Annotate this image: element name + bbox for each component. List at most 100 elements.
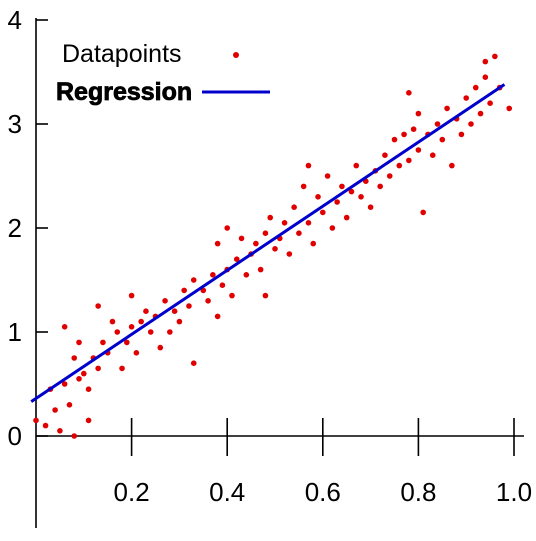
data-point (406, 157, 412, 164)
data-point (305, 220, 312, 226)
data-point (128, 324, 135, 330)
data-point (415, 110, 422, 117)
data-point (210, 272, 216, 278)
data-point (57, 428, 63, 434)
data-point (100, 339, 106, 346)
data-point (95, 365, 101, 372)
data-point (401, 131, 407, 138)
data-point (85, 386, 92, 393)
legend-datapoints-marker (233, 52, 239, 58)
data-point (348, 188, 355, 195)
data-point (463, 95, 470, 101)
data-point (315, 194, 321, 200)
data-point (190, 360, 197, 367)
legend-datapoints-label: Datapoints (62, 40, 182, 68)
regression (30, 83, 506, 403)
data-point (233, 256, 240, 263)
x-tick-label: 0.4 (209, 477, 245, 507)
data-point (52, 407, 58, 413)
data-point (449, 162, 455, 169)
data-point (358, 194, 364, 200)
data-point (95, 303, 101, 309)
data-point (171, 308, 178, 315)
y-tick-label: 4 (8, 5, 22, 35)
data-point (300, 183, 307, 190)
data-point (482, 58, 489, 65)
data-point (71, 355, 78, 361)
x-tick-label: 0.2 (114, 477, 150, 507)
data-point (61, 381, 68, 387)
data-point (33, 417, 39, 424)
data-point (272, 246, 278, 252)
data-point (320, 209, 326, 216)
data-point (281, 220, 288, 226)
data-point (439, 136, 446, 143)
x-tick-label: 0.6 (305, 477, 341, 507)
data-point (61, 324, 68, 330)
legend: Datapoints Regression (56, 40, 270, 106)
data-point (492, 53, 498, 60)
data-point (81, 370, 87, 377)
data-point (214, 313, 221, 320)
data-point (205, 298, 211, 304)
legend-regression-label: Regression (56, 78, 192, 106)
data-point (85, 417, 92, 424)
data-point (386, 173, 393, 179)
data-point (181, 287, 187, 294)
data-point (186, 303, 192, 309)
data-point (391, 136, 398, 143)
data-point (238, 235, 245, 242)
data-point (109, 318, 116, 325)
data-point (190, 277, 197, 283)
data-point (143, 308, 149, 315)
data-point (124, 339, 130, 346)
data-point (157, 344, 164, 351)
data-point (291, 204, 297, 210)
y-tick-label: 3 (8, 109, 22, 139)
data-point (147, 329, 154, 335)
data-point (224, 225, 230, 231)
data-point (420, 209, 426, 216)
x-tick-label: 1.0 (496, 477, 532, 507)
data-point (396, 162, 403, 169)
data-point (482, 74, 489, 80)
data-point (468, 121, 474, 127)
data-point (444, 105, 450, 112)
data-point (119, 365, 125, 372)
data-point (324, 173, 331, 179)
data-point (286, 251, 293, 257)
data-point (167, 329, 173, 335)
data-point (76, 376, 82, 382)
data-point (329, 225, 336, 231)
data-point (382, 152, 388, 158)
data-point (214, 240, 221, 247)
data-point (114, 329, 121, 335)
data-point (66, 402, 73, 408)
data-point (339, 183, 345, 190)
data-point (343, 214, 350, 221)
data-point (262, 292, 269, 299)
data-point (71, 433, 78, 439)
data-point (410, 126, 417, 132)
data-point (406, 90, 412, 96)
data-point (267, 214, 274, 221)
axes (35, 18, 524, 528)
y-tick-label: 0 (8, 421, 22, 451)
data-point (262, 230, 269, 236)
data-point (415, 147, 422, 153)
data-point (138, 318, 144, 325)
data-point (429, 152, 436, 158)
data-point (458, 131, 465, 138)
datapoints (33, 53, 513, 439)
data-point (133, 350, 140, 356)
axis-ticks: 0.2 0.4 0.6 0.8 1.0 0 1 2 3 4 (8, 5, 533, 507)
data-point (310, 240, 317, 247)
data-point (42, 422, 49, 429)
data-point (334, 199, 340, 205)
data-point (434, 121, 441, 127)
data-point (253, 240, 259, 247)
data-point (219, 282, 226, 289)
data-point (76, 339, 82, 346)
